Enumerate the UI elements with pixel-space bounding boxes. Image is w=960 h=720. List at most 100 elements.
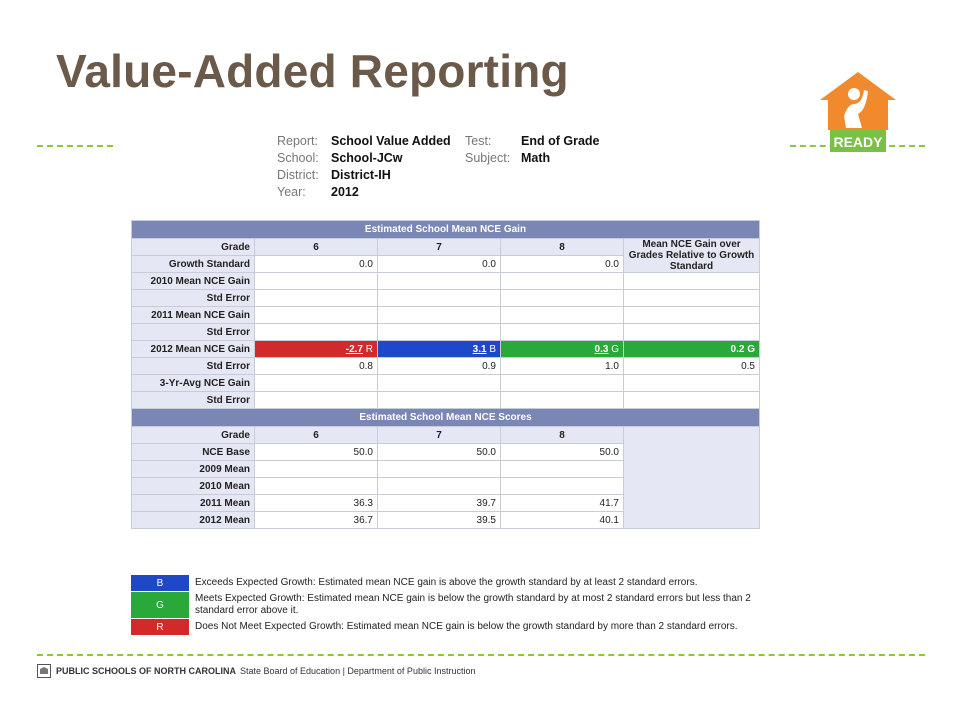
- test-label: Test:: [465, 134, 492, 148]
- growth-legend: B Exceeds Expected Growth: Estimated mean…: [131, 575, 759, 636]
- grade-header: 6: [254, 426, 378, 444]
- summary-header: Mean NCE Gain over Grades Relative to Gr…: [623, 238, 760, 273]
- row-label: NCE Base: [131, 443, 255, 461]
- growth-code: R: [365, 343, 373, 355]
- district-label: District:: [277, 168, 319, 182]
- score-cell: 41.7: [500, 494, 624, 512]
- summary-cell: 0.5: [623, 357, 760, 375]
- legend-row: B Exceeds Expected Growth: Estimated mean…: [131, 575, 759, 591]
- report-meta: Report: School Value Added Test: End of Gra…: [277, 133, 599, 201]
- row-label: 2009 Mean: [131, 460, 255, 478]
- table-row: 2010 Mean NCE Gain: [131, 272, 760, 290]
- gain-cell: 0.3 G: [500, 340, 624, 358]
- summary-cell: [623, 272, 760, 290]
- summary-cell: [623, 374, 760, 392]
- year-value: 2012: [331, 185, 359, 199]
- score-cell: [500, 477, 624, 495]
- legend-text: Meets Expected Growth: Estimated mean NC…: [195, 593, 751, 616]
- grade-label: Grade: [131, 426, 255, 444]
- grade-header: 8: [500, 238, 624, 256]
- score-cell: 40.1: [500, 511, 624, 529]
- row-label: 2010 Mean: [131, 477, 255, 495]
- value-added-table: Estimated School Mean NCE Gain Grade 6 7 8 Me…: [131, 220, 760, 529]
- gain-value: 3.1: [472, 343, 487, 355]
- score-cell: 36.7: [254, 511, 378, 529]
- year-label: Year:: [277, 185, 306, 199]
- gain-cell: [500, 323, 624, 341]
- score-cell: [254, 460, 378, 478]
- legend-code: B: [131, 575, 189, 591]
- gain-cell: [254, 323, 378, 341]
- gain-cell: [500, 391, 624, 409]
- summary-cell: [623, 289, 760, 307]
- row-label: 3-Yr-Avg NCE Gain: [131, 374, 255, 392]
- summary-cell: [623, 323, 760, 341]
- slide-title: Value-Added Reporting: [56, 45, 569, 97]
- table-row: Std Error: [131, 289, 760, 307]
- gain-cell: [254, 272, 378, 290]
- row-label: 2011 Mean NCE Gain: [131, 306, 255, 324]
- divider-left: [37, 145, 113, 147]
- gain-cell: [254, 306, 378, 324]
- footer-org: PUBLIC SCHOOLS OF NORTH CAROLINA: [56, 666, 236, 676]
- row-label: Std Error: [131, 289, 255, 307]
- legend-row: R Does Not Meet Expected Growth: Estimate…: [131, 619, 759, 635]
- gain-cell: [254, 289, 378, 307]
- scores-table-title: Estimated School Mean NCE Scores: [131, 408, 760, 427]
- gain-cell: -2.7 R: [254, 340, 378, 358]
- school-label: School:: [277, 151, 319, 165]
- row-label: Std Error: [131, 357, 255, 375]
- gain-value: 0.3: [594, 343, 609, 355]
- row-label: Std Error: [131, 323, 255, 341]
- gain-cell: 0.0: [377, 255, 501, 273]
- grade-label: Grade: [131, 238, 255, 256]
- grade-header: 8: [500, 426, 624, 444]
- growth-code: B: [489, 343, 496, 355]
- grade-header: 7: [377, 238, 501, 256]
- table-row: 2012 Mean NCE Gain -2.7 R 3.1 B 0.3 G 0.2 G: [131, 340, 760, 358]
- score-cell: 36.3: [254, 494, 378, 512]
- row-label: Std Error: [131, 391, 255, 409]
- row-label: Growth Standard: [131, 255, 255, 273]
- gain-cell: [377, 306, 501, 324]
- nc-seal-icon: [37, 664, 51, 678]
- gain-cell: 1.0: [500, 357, 624, 375]
- grade-header: 6: [254, 238, 378, 256]
- summary-cell: 0.2 G: [623, 340, 760, 358]
- score-cell: 50.0: [254, 443, 378, 461]
- score-cell: 50.0: [500, 443, 624, 461]
- district-value: District-IH: [331, 168, 391, 182]
- subject-value: Math: [521, 151, 551, 165]
- score-cell: 39.7: [377, 494, 501, 512]
- footer: PUBLIC SCHOOLS OF NORTH CAROLINA State B…: [37, 664, 475, 678]
- table-row: Std Error: [131, 391, 760, 409]
- gain-cell: [377, 374, 501, 392]
- legend-text: Does Not Meet Expected Growth: Estimated…: [195, 621, 738, 632]
- legend-row: G Meets Expected Growth: Estimated mean N…: [131, 592, 759, 618]
- gain-value: -2.7: [345, 343, 363, 355]
- legend-text: Exceeds Expected Growth: Estimated mean …: [195, 577, 698, 588]
- growth-code: G: [611, 343, 619, 355]
- row-label: 2010 Mean NCE Gain: [131, 272, 255, 290]
- summary-cell: [623, 391, 760, 409]
- table-row: 3-Yr-Avg NCE Gain: [131, 374, 760, 392]
- gain-cell: 0.9: [377, 357, 501, 375]
- report-label: Report:: [277, 134, 318, 148]
- gain-cell: [377, 272, 501, 290]
- gain-cell: [500, 306, 624, 324]
- table-row: 2009 Mean: [131, 460, 760, 478]
- table-row: NCE Base 50.0 50.0 50.0: [131, 443, 760, 461]
- table-row: Std Error: [131, 323, 760, 341]
- gain-cell: [377, 391, 501, 409]
- school-value: School-JCw: [331, 151, 403, 165]
- gain-cell: [254, 391, 378, 409]
- ready-logo: READY: [820, 72, 896, 152]
- score-cell: [377, 460, 501, 478]
- scores-empty-panel: [623, 426, 760, 529]
- gain-cell: [500, 374, 624, 392]
- divider-footer: [37, 654, 925, 656]
- gain-cell: [377, 323, 501, 341]
- subject-label: Subject:: [465, 151, 511, 165]
- ready-logo-text: READY: [833, 134, 883, 150]
- gain-cell: 0.8: [254, 357, 378, 375]
